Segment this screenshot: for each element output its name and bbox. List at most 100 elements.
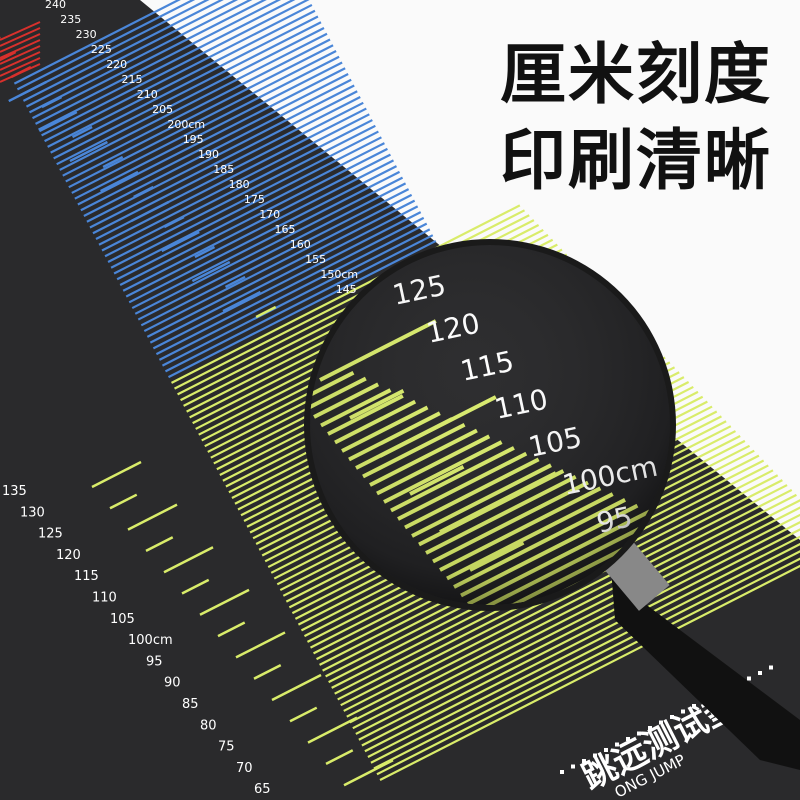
scale-label: 220 xyxy=(106,58,127,71)
scale-label: 110 xyxy=(92,591,117,606)
scale-tick xyxy=(224,275,246,289)
scale-label: 165 xyxy=(275,223,296,236)
scale-tick xyxy=(343,759,394,787)
dotted-line-dot xyxy=(560,770,564,774)
scale-label: 170 xyxy=(259,208,280,221)
scale-tick xyxy=(222,290,261,313)
dotted-line-dot xyxy=(769,665,773,670)
scale-tick xyxy=(325,749,354,766)
scale-stripe xyxy=(355,506,800,735)
scale-stripe xyxy=(80,73,349,212)
scale-label: 200cm xyxy=(167,118,205,131)
scale-tick xyxy=(127,503,178,531)
scale-label: 160 xyxy=(290,238,311,251)
scale-stripe xyxy=(155,216,425,356)
scale-stripe xyxy=(28,0,253,114)
scale-stripe xyxy=(152,211,422,350)
scale-stripe xyxy=(376,557,800,776)
scale-stripe xyxy=(137,182,407,321)
scale-stripe xyxy=(92,96,361,235)
scale-stripe xyxy=(119,147,388,287)
scale-stripe xyxy=(131,170,401,310)
scale-stripe xyxy=(41,0,310,137)
scale-tick xyxy=(161,230,200,253)
scale-stripe xyxy=(47,9,316,148)
scale-stripe xyxy=(0,33,41,53)
scale-tick xyxy=(181,578,210,595)
scale-label: 100cm xyxy=(128,633,173,648)
scale-stripe xyxy=(59,32,328,171)
scale-label: 135 xyxy=(2,484,27,499)
scale-stripe xyxy=(143,193,413,333)
scale-stripe xyxy=(35,0,282,125)
scale-tick xyxy=(163,215,185,229)
scale-tick xyxy=(109,493,138,510)
scale-tick xyxy=(253,663,282,680)
scale-label: 235 xyxy=(60,13,81,26)
scale-label: 205 xyxy=(152,103,173,116)
scale-stripe xyxy=(101,113,370,252)
scale-stripe xyxy=(134,176,404,315)
scale-tick xyxy=(194,245,216,259)
dotted-line-dot xyxy=(637,731,641,736)
scale-label: 210 xyxy=(137,88,158,101)
scale-stripe xyxy=(149,205,419,344)
scale-stripe xyxy=(125,159,394,298)
scale-stripe xyxy=(361,520,800,747)
scale-stripe xyxy=(352,499,800,730)
scale-stripe xyxy=(358,513,800,741)
scale-tick xyxy=(199,588,250,616)
scale-stripe xyxy=(22,0,224,102)
scale-stripe xyxy=(50,15,319,154)
scale-stripe xyxy=(116,142,385,281)
scale-label: 70 xyxy=(236,761,253,776)
dotted-line-dot xyxy=(681,709,685,714)
scale-tick xyxy=(255,305,277,319)
scale-tick xyxy=(235,631,286,659)
headline-line-1: 厘米刻度 xyxy=(500,36,772,113)
scale-stripe xyxy=(164,234,434,373)
scale-tick xyxy=(289,706,318,723)
scale-stripe xyxy=(367,535,800,758)
dotted-line-dot xyxy=(615,742,619,747)
scale-stripe xyxy=(77,67,346,206)
scale-stripe xyxy=(0,27,41,47)
scale-label: 85 xyxy=(182,697,199,712)
scale-stripe xyxy=(25,0,239,108)
scale-tick xyxy=(100,170,139,193)
scale-stripe xyxy=(161,228,431,367)
scale-label: 185 xyxy=(213,163,234,176)
scale-stripe xyxy=(53,21,322,160)
scale-label: 125 xyxy=(38,527,63,542)
scale-stripe xyxy=(38,0,296,131)
scale-stripe xyxy=(379,564,800,781)
dotted-line-dot xyxy=(692,704,696,708)
scale-stripe xyxy=(171,204,521,384)
scale-stripe xyxy=(19,0,210,97)
scale-stripe xyxy=(343,484,788,712)
scale-stripe xyxy=(44,3,313,143)
scale-label: 230 xyxy=(76,28,97,41)
scale-tick xyxy=(145,536,174,553)
scale-stripe xyxy=(107,124,376,263)
dotted-line-dot xyxy=(659,720,663,725)
scale-label: 115 xyxy=(74,569,99,584)
scale-stripe xyxy=(86,84,355,223)
scale-label: 240 xyxy=(45,0,66,11)
headline-line-2: 印刷清晰 xyxy=(500,122,772,199)
scale-label: 95 xyxy=(146,654,163,669)
scale-stripe xyxy=(122,153,391,292)
scale-label: 195 xyxy=(183,133,204,146)
scale-tick xyxy=(130,200,170,223)
scale-label: 120 xyxy=(56,548,81,563)
scale-tick xyxy=(307,716,358,744)
scale-tick xyxy=(10,65,32,79)
scale-tick xyxy=(217,621,246,638)
dotted-line-dot xyxy=(593,753,597,758)
scale-stripe xyxy=(0,45,41,65)
dotted-line-dot xyxy=(604,748,608,752)
scale-stripe xyxy=(146,199,416,338)
scale-stripe xyxy=(68,50,337,189)
dotted-line-dot xyxy=(648,726,652,730)
